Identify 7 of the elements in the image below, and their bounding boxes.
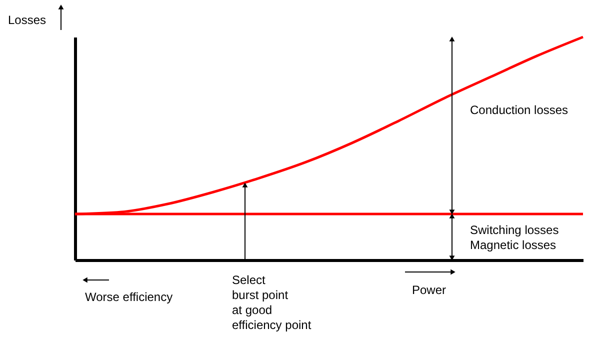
- annotation: Switching losses: [470, 223, 559, 237]
- text: Worse efficiency: [85, 290, 173, 304]
- text: Select burst point at good efficiency point: [232, 273, 312, 332]
- x-axis-title: Power: [412, 283, 446, 297]
- y-axis-title: Losses: [8, 13, 46, 27]
- annotation: Conduction losses: [470, 103, 568, 117]
- annotation: Magnetic losses: [470, 238, 556, 252]
